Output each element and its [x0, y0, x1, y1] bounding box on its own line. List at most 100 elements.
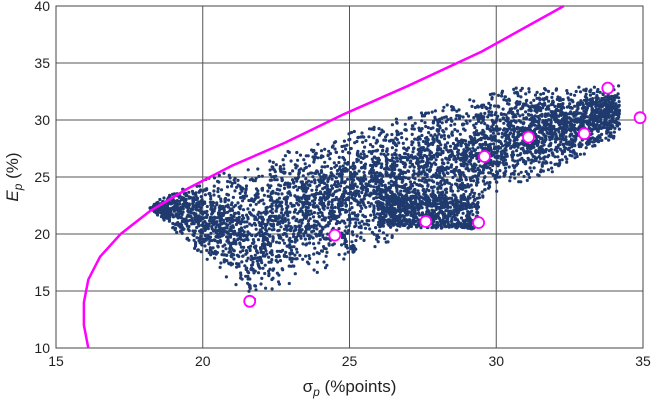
cloud-point [444, 127, 448, 131]
cloud-point [394, 148, 398, 152]
cloud-point [333, 217, 337, 221]
cloud-point [399, 176, 403, 180]
cloud-point [490, 113, 494, 117]
cloud-point [171, 225, 175, 230]
cloud-point [229, 213, 233, 217]
cloud-point [617, 112, 621, 116]
cloud-point [499, 157, 503, 161]
cloud-point [233, 229, 237, 233]
cloud-point [330, 184, 334, 188]
cloud-point [441, 161, 445, 165]
cloud-point [252, 199, 256, 204]
cloud-point [482, 165, 486, 169]
cloud-point [319, 175, 323, 179]
cloud-point [367, 135, 371, 139]
cloud-point [275, 249, 279, 253]
cloud-point [370, 179, 374, 183]
cloud-point [240, 277, 244, 281]
cloud-point [366, 201, 370, 205]
cloud-point [263, 271, 267, 276]
cloud-point [486, 126, 490, 130]
cloud-point [407, 155, 411, 159]
cloud-point [488, 180, 492, 185]
cloud-point [550, 170, 554, 174]
cloud-point [512, 165, 516, 170]
cloud-point [470, 104, 474, 108]
cloud-point [491, 172, 495, 176]
cloud-point [211, 246, 215, 250]
cloud-point [288, 251, 292, 255]
cloud-point [199, 195, 203, 199]
cloud-point [222, 229, 226, 233]
cloud-point [380, 180, 384, 184]
cloud-point [521, 122, 525, 126]
cloud-point [274, 209, 278, 213]
cloud-point [343, 252, 347, 256]
cloud-point [456, 178, 460, 182]
cloud-point [385, 162, 389, 167]
cloud-point [325, 263, 329, 267]
cloud-point [435, 128, 439, 132]
cloud-point [345, 143, 349, 147]
cloud-point [377, 161, 381, 165]
cloud-point [438, 170, 442, 174]
cloud-point [350, 230, 355, 234]
cloud-point [330, 193, 334, 197]
cloud-point [507, 102, 511, 106]
cloud-point [338, 221, 342, 225]
cloud-point [196, 248, 200, 252]
cloud-point [504, 153, 508, 157]
cloud-point [420, 119, 424, 123]
cloud-point [535, 90, 539, 94]
cloud-point [565, 160, 569, 164]
cloud-point [332, 161, 336, 165]
cloud-point [215, 203, 219, 207]
cloud-point [264, 208, 268, 212]
cloud-point [207, 242, 211, 246]
cloud-point [190, 217, 194, 221]
cloud-point [573, 104, 577, 108]
cloud-point [185, 215, 189, 219]
cloud-point [201, 212, 205, 216]
cloud-point [410, 140, 414, 144]
cloud-point [560, 152, 565, 156]
cloud-point [423, 112, 428, 116]
cloud-point [374, 192, 378, 196]
cloud-point [252, 221, 257, 225]
cloud-point [519, 147, 523, 151]
cloud-point [526, 104, 530, 108]
cloud-point [324, 247, 328, 251]
cloud-point [381, 174, 385, 178]
cloud-point [205, 223, 209, 227]
cloud-point [225, 253, 229, 257]
cloud-point [336, 206, 340, 210]
cloud-point [600, 132, 604, 136]
cloud-point [522, 158, 526, 162]
cloud-point [540, 127, 545, 131]
cloud-point [162, 196, 166, 200]
cloud-point [590, 122, 594, 126]
cloud-point [251, 208, 255, 212]
cloud-point [473, 133, 477, 137]
cloud-point [471, 143, 475, 147]
cloud-point [444, 156, 448, 160]
cloud-point [519, 95, 523, 99]
cloud-point [216, 244, 220, 248]
cloud-point [553, 131, 557, 135]
cloud-point [446, 134, 451, 138]
cloud-point [397, 184, 401, 188]
cloud-point [558, 158, 562, 162]
cloud-point [250, 197, 254, 201]
cloud-point [348, 218, 352, 222]
cloud-point [496, 132, 501, 136]
cloud-point [356, 136, 360, 140]
cloud-point [307, 262, 311, 266]
cloud-point [612, 130, 617, 134]
cloud-point [281, 268, 285, 272]
cloud-point [560, 158, 564, 162]
cloud-point [502, 98, 506, 102]
cloud-point [178, 229, 183, 233]
cloud-point [341, 149, 345, 153]
cloud-point [285, 228, 289, 232]
cloud-point [230, 184, 234, 188]
